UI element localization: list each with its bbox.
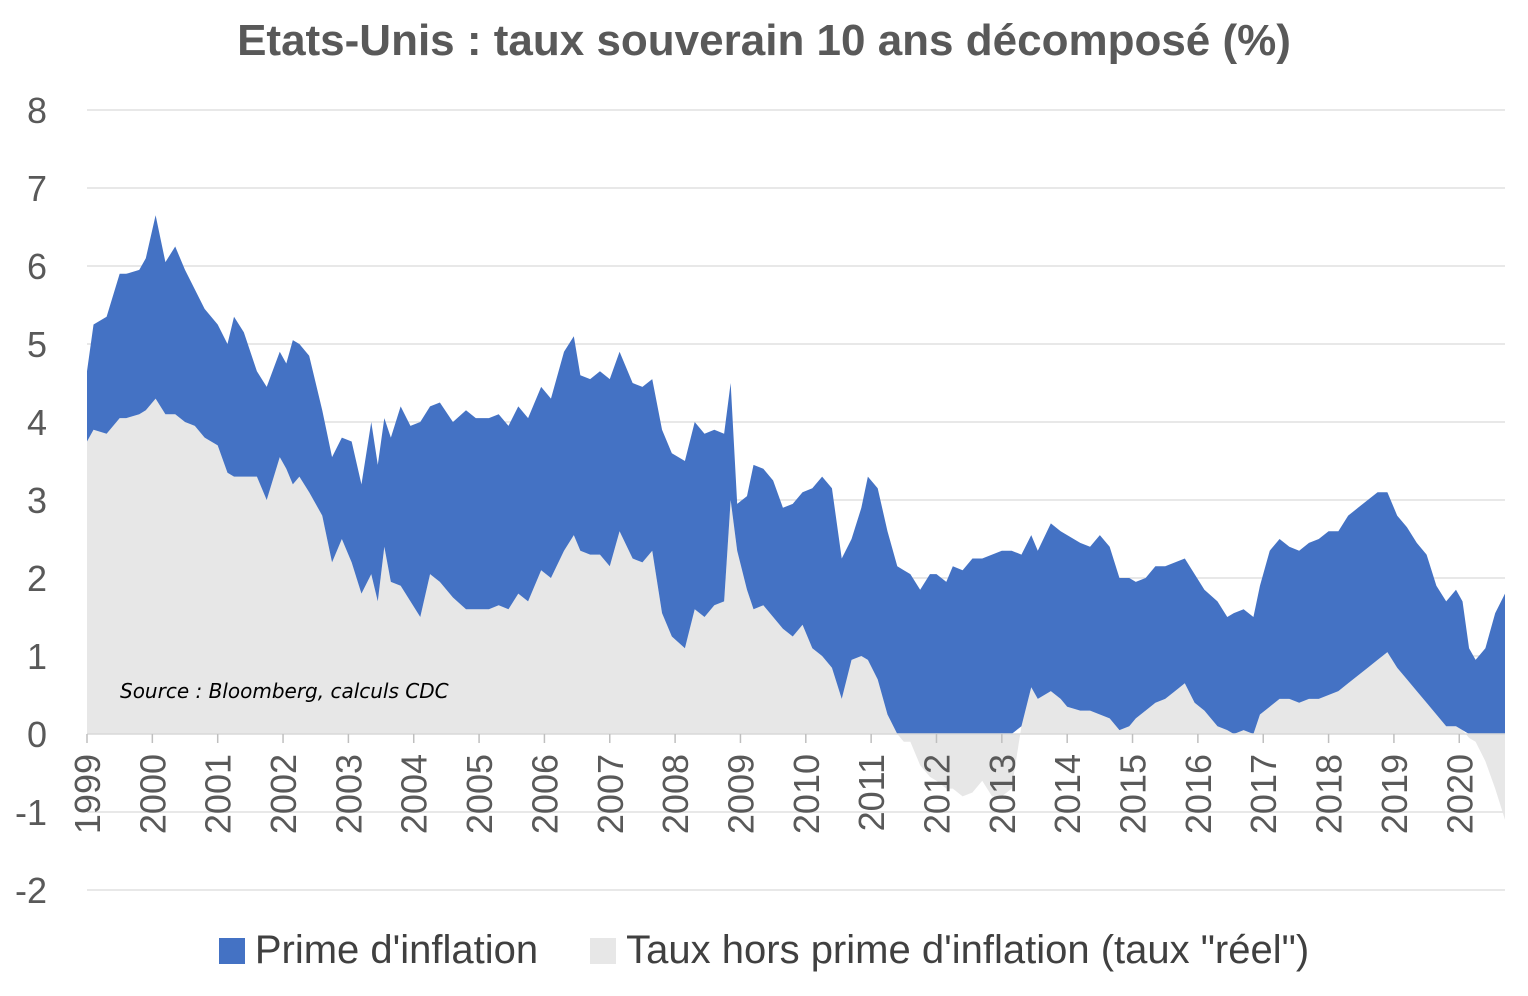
- legend-swatch-real: [590, 937, 617, 964]
- x-tick-label: 2020: [1439, 754, 1480, 834]
- x-tick-label: 2018: [1309, 754, 1350, 834]
- x-tick-label: 2002: [263, 754, 304, 834]
- x-tick-label: 2014: [1047, 754, 1088, 834]
- x-tick-label: 2006: [524, 754, 565, 834]
- axes: -2 -1 0 1 2 3 4 5 6 7 8 1999 2000 2001 2002 2003 2004 200…: [15, 90, 1505, 911]
- x-tick-label: 2009: [720, 754, 761, 834]
- legend-item-inflation: Prime d'inflation: [218, 928, 539, 973]
- x-tick-label: 2001: [198, 754, 239, 834]
- y-tick-label: 4: [27, 402, 47, 443]
- x-tick-label: 2016: [1178, 754, 1219, 834]
- y-tick-label: 5: [27, 324, 47, 365]
- legend-item-real: Taux hors prime d'inflation (taux "réel"…: [590, 928, 1309, 973]
- x-tick-label: 2000: [132, 754, 173, 834]
- x-tick-label: 2005: [459, 754, 500, 834]
- x-tick-label: 2011: [851, 754, 892, 831]
- y-tick-label: 2: [27, 558, 47, 599]
- x-tick-label: 2003: [328, 754, 369, 834]
- legend-swatch-inflation: [218, 937, 245, 964]
- x-tick-label: 2017: [1243, 754, 1284, 834]
- y-tick-label: 0: [27, 714, 47, 755]
- x-tick-label: 2013: [982, 754, 1023, 834]
- area-series-inflation: [87, 215, 1505, 735]
- legend: Prime d'inflation Taux hors prime d'infl…: [0, 928, 1528, 973]
- chart-title: Etats-Unis : taux souverain 10 ans décom…: [237, 16, 1291, 65]
- x-tick-label: 2015: [1113, 754, 1154, 834]
- x-tick-label: 2004: [394, 754, 435, 834]
- y-tick-label: 8: [27, 90, 47, 131]
- x-tick-label: 1999: [67, 754, 108, 834]
- x-tick-label: 2019: [1374, 754, 1415, 834]
- y-tick-label: 1: [27, 636, 47, 677]
- y-tick-label: 7: [27, 168, 47, 209]
- y-tick-label: -1: [15, 792, 47, 833]
- area-series: [87, 215, 1505, 820]
- area-series-real: [87, 398, 1505, 820]
- x-tick-label: 2007: [590, 754, 631, 834]
- legend-label-inflation: Prime d'inflation: [254, 928, 539, 972]
- legend-label-real: Taux hors prime d'inflation (taux "réel"…: [626, 928, 1310, 972]
- y-tick-label: 6: [27, 246, 47, 287]
- source-annotation: Source : Bloomberg, calculs CDC: [120, 679, 449, 703]
- x-tick-label: 2012: [916, 754, 957, 834]
- x-tick-label: 2010: [786, 754, 827, 834]
- x-tick-label: 2008: [655, 754, 696, 834]
- y-tick-label: -2: [15, 870, 47, 911]
- y-tick-label: 3: [27, 480, 47, 521]
